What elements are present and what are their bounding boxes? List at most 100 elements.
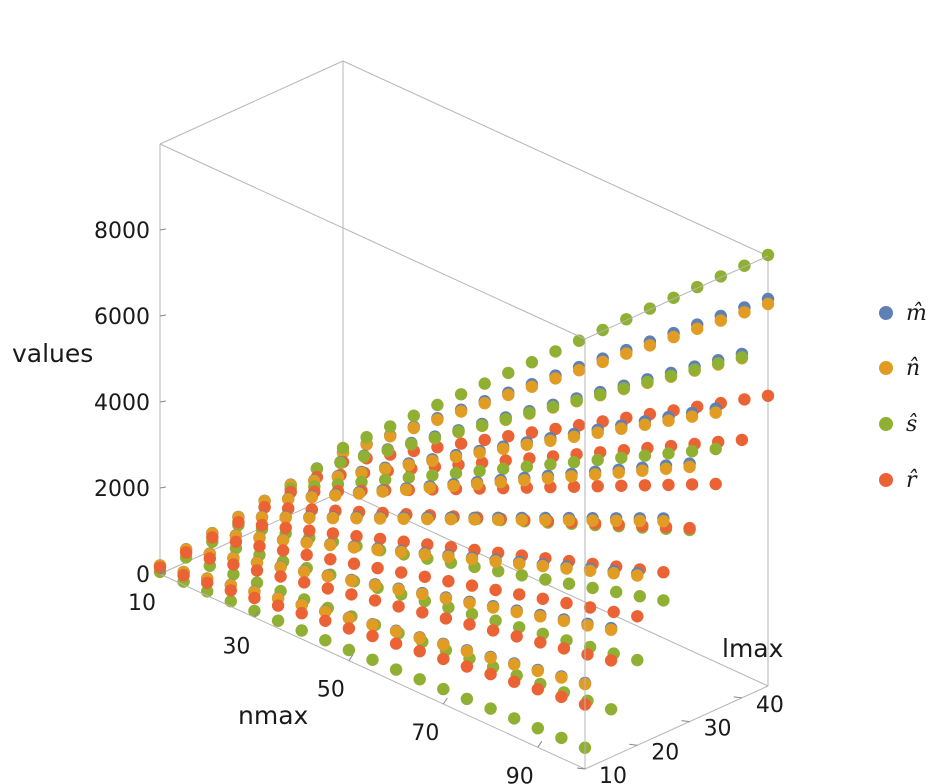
data-point-series-2 (355, 475, 368, 489)
data-point-series-3 (709, 477, 722, 491)
data-point-series-1 (643, 339, 657, 352)
data-point-series-3 (206, 531, 219, 544)
data-point-series-1 (544, 434, 557, 447)
data-point-series-2 (667, 291, 680, 304)
data-point-series-2 (492, 564, 505, 578)
data-point-series-1 (407, 421, 420, 435)
data-point-series-2 (546, 400, 560, 414)
data-point-series-3 (326, 527, 340, 540)
data-point-series-1 (583, 564, 597, 577)
data-point-series-3 (201, 576, 214, 589)
legend: m̂ n̂ ŝ r̂ (879, 301, 927, 493)
data-point-series-1 (350, 512, 363, 525)
data-point-series-2 (562, 577, 576, 590)
legend-item-m: m̂ (879, 301, 927, 326)
z-tick-mark (159, 572, 167, 575)
data-point-series-3 (232, 516, 245, 529)
data-point-series-2 (761, 248, 775, 262)
data-point-series-1 (510, 605, 523, 619)
data-point-series-1 (465, 552, 479, 566)
z-tick-mark (159, 314, 167, 317)
z-tick-mark (159, 400, 167, 403)
data-point-series-1 (395, 545, 408, 559)
data-point-series-1 (683, 460, 696, 474)
y-tick-label: 30 (704, 717, 732, 742)
data-point-series-1 (305, 491, 318, 504)
data-point-series-1 (324, 538, 337, 552)
z-axis-label: values (12, 339, 93, 368)
data-point-series-1 (714, 314, 727, 327)
data-point-series-2 (319, 634, 332, 647)
box-edge (584, 255, 769, 340)
data-point-series-1 (397, 512, 410, 525)
data-point-series-2 (615, 451, 628, 464)
data-point-series-2 (525, 356, 539, 369)
data-point-series-3 (229, 535, 243, 548)
data-point-series-1 (478, 397, 491, 410)
legend-label-s: ŝ (906, 412, 917, 437)
x-tick-mark (537, 741, 543, 748)
y-tick-mark (576, 767, 586, 770)
y-tick-mark (733, 696, 742, 699)
data-point-series-1 (439, 592, 453, 605)
data-point-series-3 (557, 642, 571, 655)
data-point-series-1 (366, 618, 379, 631)
data-point-series-1 (389, 625, 403, 638)
box-edge (159, 573, 586, 770)
data-point-series-3 (203, 552, 216, 565)
data-point-series-1 (539, 513, 552, 527)
y-tick-mark (681, 720, 690, 723)
data-point-series-3 (250, 564, 264, 577)
data-point-series-3 (442, 575, 455, 588)
data-point-series-2 (402, 471, 415, 484)
data-point-series-3 (615, 479, 628, 492)
data-point-series-1 (352, 487, 366, 500)
data-point-series-3 (735, 433, 749, 447)
data-point-series-2 (620, 313, 633, 326)
data-point-series-3 (583, 601, 597, 614)
data-point-series-3 (271, 599, 285, 612)
data-point-series-3 (347, 557, 361, 570)
data-point-series-1 (355, 466, 368, 480)
data-point-series-2 (428, 431, 442, 444)
data-point-series-3 (486, 624, 500, 637)
data-point-series-2 (586, 581, 599, 595)
x-tick-mark (159, 567, 165, 575)
data-point-series-1 (565, 470, 578, 483)
data-point-series-1 (416, 587, 429, 601)
data-point-series-3 (531, 683, 544, 696)
data-point-series-3 (454, 437, 468, 450)
data-point-series-2 (638, 449, 652, 462)
data-point-series-2 (617, 382, 630, 395)
data-point-series-1 (662, 414, 675, 427)
data-point-series-2 (452, 425, 465, 438)
data-point-series-1 (502, 388, 515, 402)
data-point-series-3 (227, 558, 240, 571)
data-point-series-1 (454, 405, 468, 418)
data-point-series-1 (347, 541, 361, 554)
data-point-series-3 (366, 629, 379, 643)
data-point-series-1 (421, 512, 434, 526)
y-tick-label: 40 (756, 693, 784, 718)
z-tick-mark (159, 228, 167, 231)
data-point-series-3 (560, 596, 573, 610)
data-point-series-3 (300, 548, 313, 562)
data-point-series-2 (685, 445, 699, 458)
data-point-series-2 (567, 456, 581, 469)
data-point-series-1 (541, 472, 555, 485)
data-point-series-1 (555, 671, 568, 684)
z-tick-label: 6000 (94, 305, 150, 330)
plot-box-back (159, 60, 769, 687)
data-point-series-1 (468, 513, 481, 526)
data-point-series-3 (567, 480, 581, 493)
data-point-series-3 (319, 614, 332, 627)
data-point-series-1 (633, 514, 646, 528)
data-point-series-1 (413, 631, 426, 645)
box-edge (159, 143, 586, 340)
data-point-series-3 (342, 622, 356, 635)
data-point-series-1 (279, 511, 292, 524)
data-point-series-3 (465, 579, 479, 592)
data-point-series-1 (342, 612, 356, 625)
data-point-series-1 (437, 638, 450, 651)
data-point-series-2 (591, 453, 604, 467)
